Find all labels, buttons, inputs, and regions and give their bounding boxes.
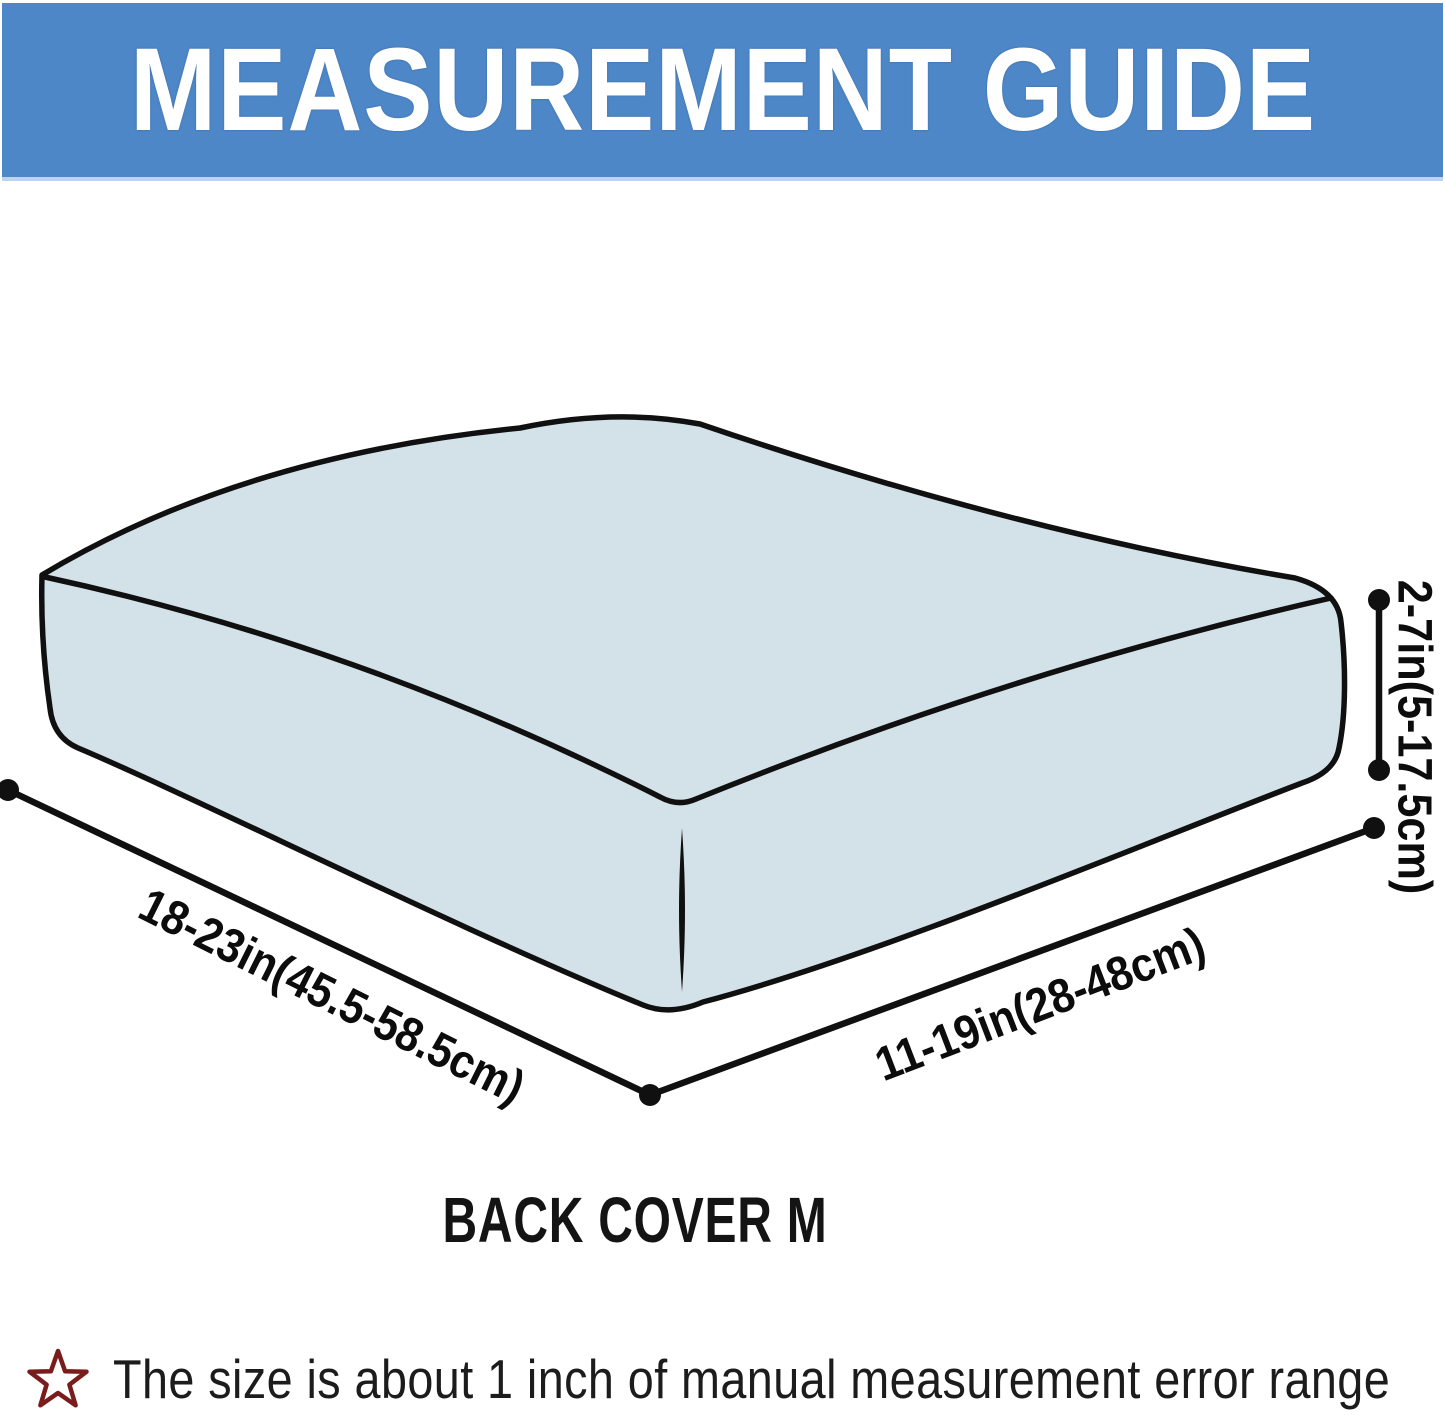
height-dimension-label: 2-7in(5-17.5cm) (1388, 580, 1442, 894)
depth-dimension-label: 11-19in(28-48cm) (868, 917, 1212, 1092)
height-dimension-line: 2-7in(5-17.5cm) (1368, 580, 1442, 894)
width-dimension-endpoint (0, 779, 19, 801)
height-dimension-top-endpoint (1368, 589, 1390, 611)
page-title: MEASUREMENT GUIDE (129, 24, 1316, 156)
cushion-front-slit (679, 828, 685, 992)
cushion-outline (39, 414, 1348, 1013)
header-banner: MEASUREMENT GUIDE (2, 3, 1443, 181)
star-icon (27, 1348, 89, 1408)
measurement-note: The size is about 1 inch of manual measu… (27, 1348, 1445, 1410)
width-dimension-rule (4, 786, 654, 1099)
depth-dimension-rule (646, 824, 1378, 1099)
depth-dimension-endpoint (1363, 817, 1385, 839)
measurement-note-text: The size is about 1 inch of manual measu… (113, 1348, 1391, 1410)
product-title: BACK COVER M (442, 1184, 828, 1256)
height-dimension-bottom-endpoint (1368, 759, 1390, 781)
cushion-top-seam (42, 574, 1334, 806)
